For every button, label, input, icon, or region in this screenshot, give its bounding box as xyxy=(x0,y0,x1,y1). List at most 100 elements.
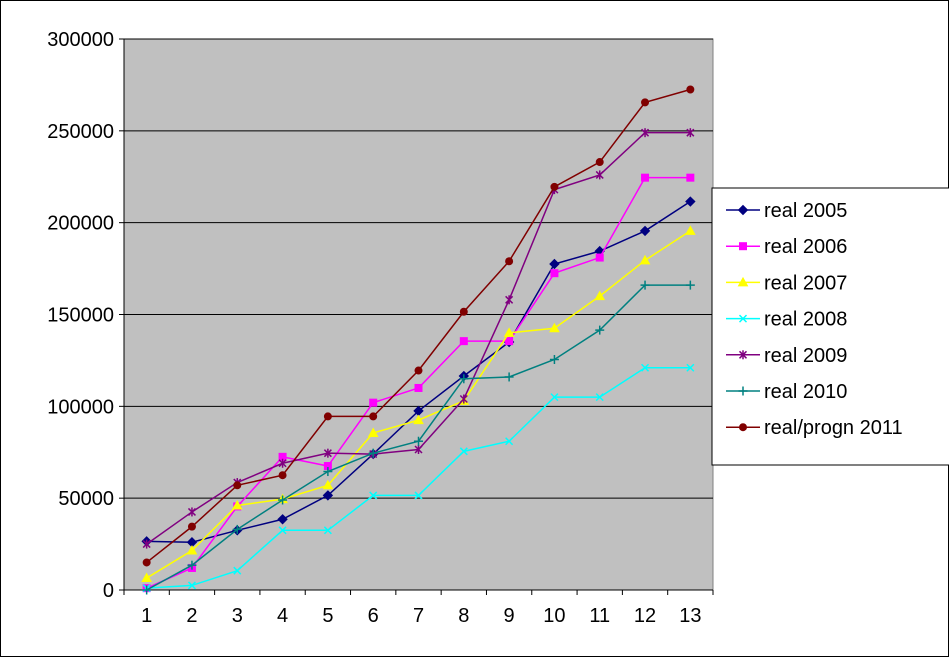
data-point xyxy=(639,254,651,265)
series-7 xyxy=(142,85,695,567)
data-point xyxy=(685,280,695,290)
data-point xyxy=(503,327,515,337)
data-point xyxy=(738,350,748,360)
y-tick-label: 50000 xyxy=(58,488,114,510)
data-point xyxy=(505,295,514,305)
data-point xyxy=(550,393,559,402)
x-tick-label: 9 xyxy=(504,605,515,627)
legend-box xyxy=(711,187,949,466)
legend-entry: real 2007 xyxy=(726,272,847,294)
legend-label: real 2009 xyxy=(764,345,847,367)
legend-label: real 2005 xyxy=(764,200,847,222)
x-tick-label: 13 xyxy=(679,605,701,627)
x-tick-label: 7 xyxy=(413,605,424,627)
legend-entry: real 2009 xyxy=(726,345,847,367)
data-point xyxy=(187,522,196,531)
data-point xyxy=(594,290,606,301)
data-point xyxy=(414,491,423,500)
legend-entry: real 2008 xyxy=(726,309,847,331)
data-point xyxy=(323,412,332,421)
data-point xyxy=(639,225,651,237)
data-point xyxy=(232,524,242,534)
x-tick-label: 3 xyxy=(232,605,243,627)
data-point xyxy=(459,307,468,316)
x-tick-label: 5 xyxy=(322,605,333,627)
y-tick-label: 200000 xyxy=(47,213,114,235)
legend-entry: real 2010 xyxy=(726,381,847,403)
data-point xyxy=(739,242,747,251)
data-point xyxy=(686,363,695,372)
series-4 xyxy=(142,363,695,593)
data-point xyxy=(738,386,748,396)
data-point xyxy=(323,526,332,535)
data-point xyxy=(187,507,196,517)
data-point xyxy=(187,581,196,590)
data-point xyxy=(686,173,695,182)
data-point xyxy=(187,560,197,570)
data-point xyxy=(278,495,288,505)
data-point xyxy=(550,182,559,191)
x-tick-label: 4 xyxy=(277,605,288,627)
data-point xyxy=(550,269,559,278)
legend-label: real/progn 2011 xyxy=(764,417,903,439)
data-point xyxy=(737,276,749,287)
legend-label: real 2007 xyxy=(764,272,847,294)
data-point xyxy=(231,499,243,510)
data-point xyxy=(323,467,333,477)
data-point xyxy=(737,204,749,216)
data-point xyxy=(686,128,695,138)
data-point xyxy=(142,585,152,595)
legend-entry: real/progn 2011 xyxy=(726,417,903,439)
y-tick-label: 300000 xyxy=(47,29,114,51)
data-point xyxy=(413,414,424,425)
data-point xyxy=(640,280,650,290)
data-point xyxy=(505,337,514,346)
data-point xyxy=(277,514,288,525)
y-tick-label: 100000 xyxy=(47,396,114,418)
data-point xyxy=(739,423,747,432)
x-tick-label: 1 xyxy=(141,605,152,627)
data-point xyxy=(641,363,650,372)
data-point xyxy=(595,253,604,262)
x-tick-label: 11 xyxy=(589,605,610,627)
data-point xyxy=(278,526,287,535)
legend-label: real 2008 xyxy=(764,309,847,331)
data-point xyxy=(369,398,378,407)
data-point xyxy=(459,447,468,456)
data-point xyxy=(549,258,560,270)
data-point xyxy=(595,170,604,180)
data-point xyxy=(278,458,287,468)
data-point xyxy=(738,314,748,323)
data-point xyxy=(368,448,378,458)
data-point xyxy=(685,196,696,207)
data-point xyxy=(186,544,198,555)
x-tick-label: 2 xyxy=(186,605,197,627)
x-tick-label: 10 xyxy=(543,605,565,627)
data-point xyxy=(684,225,696,235)
data-point xyxy=(322,490,334,501)
data-point xyxy=(595,158,604,167)
data-point xyxy=(686,85,695,94)
data-point xyxy=(504,372,514,382)
data-point xyxy=(322,479,334,490)
data-point xyxy=(459,394,468,404)
legend-label: real 2006 xyxy=(764,236,847,258)
data-point xyxy=(141,572,153,583)
x-tick-label: 12 xyxy=(634,605,656,627)
data-point xyxy=(641,128,650,138)
y-tick-label: 0 xyxy=(103,580,114,602)
data-point xyxy=(414,436,423,446)
data-point xyxy=(367,427,379,437)
data-point xyxy=(595,393,604,402)
data-point xyxy=(369,491,378,500)
data-point xyxy=(641,98,650,107)
data-point xyxy=(142,558,151,567)
legend-entry: real 2006 xyxy=(726,236,847,258)
data-point xyxy=(233,566,242,575)
data-point xyxy=(278,471,287,480)
data-point xyxy=(505,257,514,266)
x-tick-label: 8 xyxy=(458,605,469,627)
data-point xyxy=(414,444,423,454)
data-point xyxy=(459,337,468,346)
